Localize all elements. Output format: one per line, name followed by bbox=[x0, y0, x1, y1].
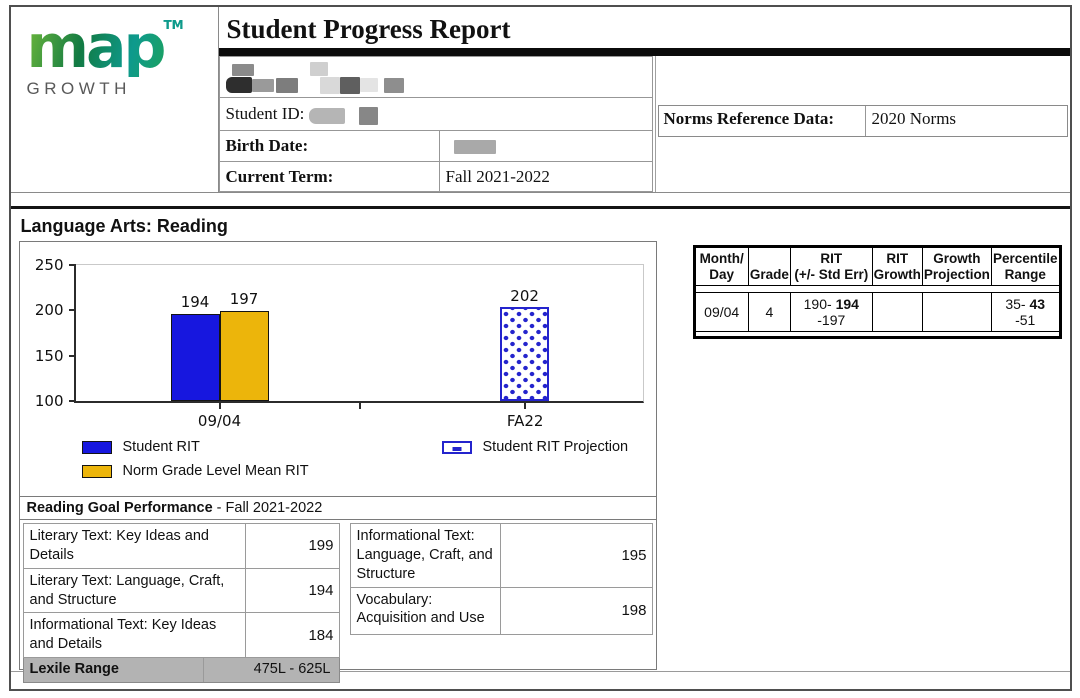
chart-bar-student-rit-projection: 202 bbox=[500, 287, 550, 401]
col-header-rit-std-err: RIT (+/- Std Err) bbox=[789, 245, 873, 287]
y-axis-tick-label: 200 bbox=[34, 301, 64, 320]
goal-row: Literary Text: Key Ideas and Details 199 bbox=[22, 523, 340, 569]
norm-mean-rit-swatch bbox=[81, 464, 112, 478]
goal-row: Vocabulary: Acquisition and Use 198 bbox=[349, 587, 653, 635]
col-header-growth-projection: Growth Projection bbox=[921, 245, 992, 287]
student-id-label: Student ID: bbox=[225, 104, 305, 124]
rit-projection-swatch bbox=[441, 440, 472, 454]
chart-plot-area: 250 200 150 100 09/04 FA22 194 197 202 bbox=[35, 258, 644, 430]
cell-month-day: 09/04 bbox=[693, 292, 749, 333]
chart-bar-student-rit: 194 bbox=[170, 293, 220, 401]
y-axis-tick bbox=[68, 264, 76, 266]
lexile-range-row: Lexile Range 475L - 625L bbox=[22, 658, 340, 684]
goal-row: Informational Text: Key Ideas and Detail… bbox=[22, 613, 340, 659]
rit-summary-table: Month/ Day Grade RIT (+/- Std Err) RIT G… bbox=[692, 245, 1062, 340]
summary-table-row: 09/04 4 190- 194 -197 35- 43 -51 bbox=[693, 292, 1061, 333]
chart-legend: Student RIT Norm Grade Level Mean RIT St… bbox=[20, 438, 656, 480]
norms-panel: Norms Reference Data: 2020 Norms bbox=[654, 56, 1070, 192]
x-axis-tick-label: 09/04 bbox=[197, 412, 242, 430]
cell-percentile-range: 35- 43 -51 bbox=[990, 292, 1061, 333]
title-divider-bar bbox=[218, 48, 1070, 57]
y-axis-tick bbox=[68, 309, 76, 312]
legend-item-norm-mean-rit: Norm Grade Level Mean RIT bbox=[81, 462, 442, 480]
subject-section-title: Language Arts: Reading bbox=[20, 216, 228, 236]
legend-label: Student RIT Projection bbox=[482, 439, 629, 455]
goal-performance-header: Reading Goal Performance - Fall 2021-202… bbox=[19, 496, 656, 520]
rit-trend-chart: 250 200 150 100 09/04 FA22 194 197 202 bbox=[20, 242, 656, 436]
report-header-section: mapTM GROWTH Student Progress Report bbox=[10, 7, 1070, 193]
norms-reference-value: 2020 Norms bbox=[871, 109, 957, 129]
header-right-area: Student Progress Report Stu bbox=[218, 7, 1070, 192]
current-term-value: Fall 2021-2022 bbox=[438, 161, 653, 192]
y-axis-tick bbox=[68, 354, 76, 357]
x-axis-tick bbox=[524, 401, 527, 409]
goal-row: Literary Text: Language, Craft, and Stru… bbox=[22, 568, 340, 614]
student-progress-report-page: mapTM GROWTH Student Progress Report bbox=[8, 5, 1072, 691]
map-logo-wordmark: mapTM bbox=[27, 17, 218, 77]
y-axis-tick-label: 250 bbox=[34, 256, 64, 274]
bar-value-label: 194 bbox=[180, 292, 210, 311]
legend-label: Norm Grade Level Mean RIT bbox=[122, 463, 309, 479]
x-axis-tick-label: FA22 bbox=[506, 412, 544, 430]
section-divider-bar bbox=[10, 206, 1070, 209]
legend-item-rit-projection: Student RIT Projection bbox=[441, 438, 629, 456]
summary-panel: Month/ Day Grade RIT (+/- Std Err) RIT G… bbox=[692, 241, 1062, 340]
goal-table-left: Literary Text: Key Ideas and Details 199… bbox=[22, 523, 340, 684]
col-header-percentile-range: Percentile Range bbox=[990, 245, 1061, 287]
report-title: Student Progress Report bbox=[226, 14, 511, 44]
legend-label: Student RIT bbox=[122, 439, 200, 455]
student-rit-swatch bbox=[81, 440, 112, 454]
bar-value-label: 197 bbox=[229, 290, 259, 309]
legend-item-student-rit: Student RIT bbox=[81, 438, 442, 456]
col-header-rit-growth: RIT Growth bbox=[871, 245, 923, 287]
cell-growth-projection bbox=[921, 292, 992, 333]
redacted-student-name bbox=[218, 56, 653, 99]
redacted-birth-date bbox=[438, 130, 653, 163]
bar-value-label: 202 bbox=[510, 286, 539, 305]
trademark-symbol: TM bbox=[163, 18, 184, 32]
cell-rit-range: 190- 194 -197 bbox=[789, 292, 873, 333]
x-axis-tick bbox=[359, 401, 362, 409]
cell-grade: 4 bbox=[747, 292, 791, 333]
col-header-month-day: Month/ Day bbox=[693, 245, 749, 287]
x-axis-tick bbox=[218, 401, 221, 409]
birth-date-label: Birth Date: bbox=[218, 130, 440, 163]
student-info-table: Student ID: Birth Date: Current Term: Fa… bbox=[218, 56, 653, 192]
chart-bar-norm-grade-level-mean-rit: 197 bbox=[219, 290, 269, 401]
redacted-student-id bbox=[308, 107, 345, 124]
growth-logo-subtitle: GROWTH bbox=[26, 79, 131, 98]
y-axis-tick bbox=[68, 400, 76, 402]
map-growth-logo: mapTM GROWTH bbox=[11, 7, 219, 192]
norms-reference-label: Norms Reference Data: bbox=[659, 106, 866, 137]
goal-row: Informational Text: Language, Craft, and… bbox=[349, 523, 653, 588]
current-term-label: Current Term: bbox=[218, 161, 440, 192]
col-header-grade: Grade bbox=[747, 245, 791, 287]
y-axis-tick-label: 150 bbox=[34, 346, 64, 365]
cell-rit-growth bbox=[871, 292, 923, 333]
student-id-row: Student ID: bbox=[218, 97, 653, 132]
norms-reference-row: Norms Reference Data: 2020 Norms bbox=[657, 105, 1068, 138]
reading-chart-panel: 250 200 150 100 09/04 FA22 194 197 202 Student R… bbox=[18, 241, 657, 684]
y-axis-tick-label: 100 bbox=[34, 392, 64, 410]
goal-table-right: Informational Text: Language, Craft, and… bbox=[349, 523, 653, 635]
